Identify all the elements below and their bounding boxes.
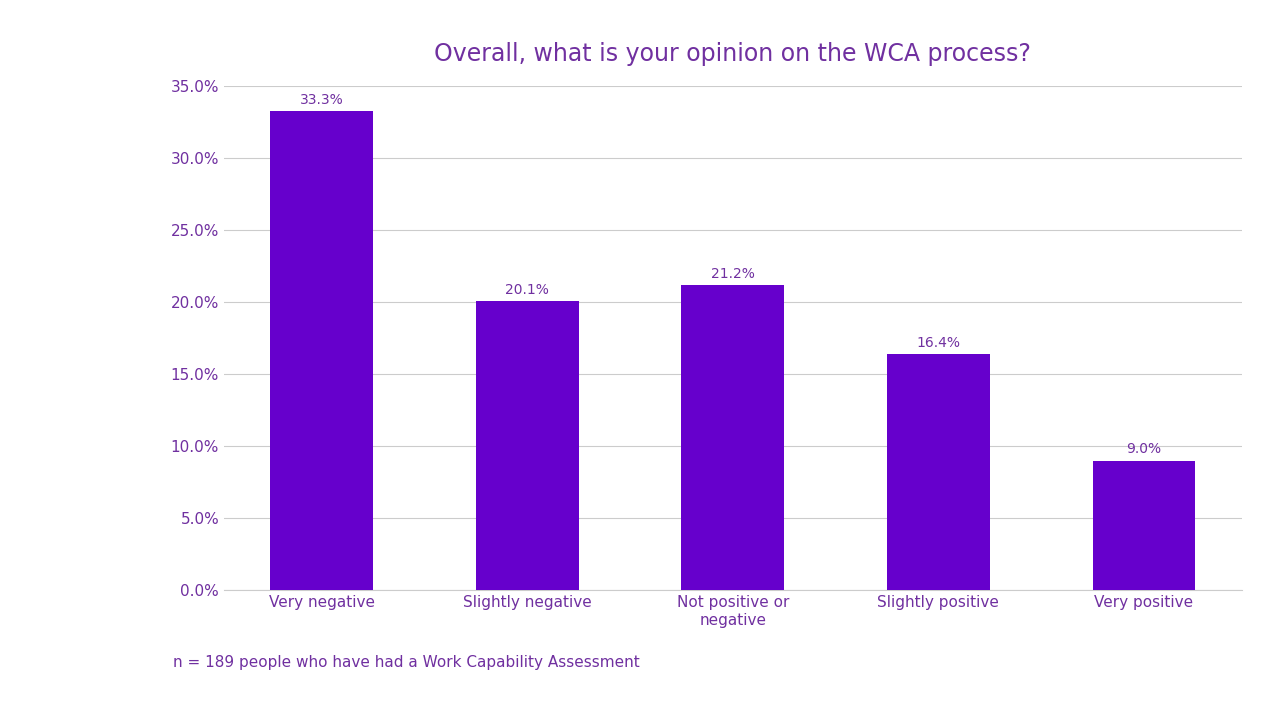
Bar	[270, 111, 372, 590]
Text: 33.3%: 33.3%	[300, 93, 343, 107]
Bar	[887, 354, 989, 590]
Text: 9.0%: 9.0%	[1126, 443, 1161, 456]
Bar	[476, 301, 579, 590]
Bar	[681, 285, 785, 590]
Text: 16.4%: 16.4%	[916, 336, 960, 350]
Text: 20.1%: 20.1%	[506, 283, 549, 297]
Text: n = 189 people who have had a Work Capability Assessment: n = 189 people who have had a Work Capab…	[173, 654, 640, 670]
Bar	[1093, 461, 1196, 590]
Text: 21.2%: 21.2%	[710, 267, 755, 281]
Title: Overall, what is your opinion on the WCA process?: Overall, what is your opinion on the WCA…	[434, 42, 1032, 66]
